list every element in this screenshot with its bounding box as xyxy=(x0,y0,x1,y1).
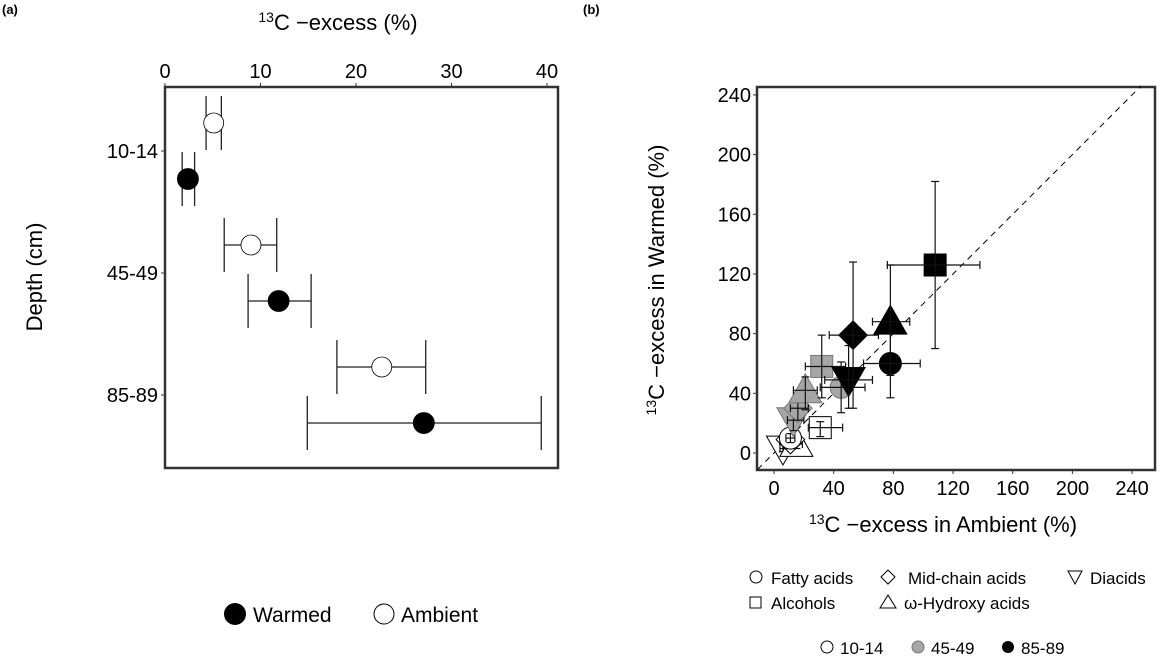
panel-b-point-square-10-14 xyxy=(807,416,844,440)
panel-b-y-tick-label: 240 xyxy=(718,85,751,107)
legend-alcohols-label: Alcohols xyxy=(771,594,835,613)
legend-fatty-acids-label: Fatty acids xyxy=(771,569,853,588)
panel-a-label: (a) xyxy=(2,2,18,17)
panel-a-y-tick-label: 10-14 xyxy=(107,141,158,163)
panel-b-y-axis-title: 13C −excess in Warmed (%) xyxy=(643,145,669,416)
panel-b-x-tick-label: 0 xyxy=(768,478,779,500)
panel-a-marker xyxy=(267,290,290,312)
panel-b-y-tick-label: 200 xyxy=(718,145,751,167)
panel-b-point-triangle-up-85-89 xyxy=(871,264,911,377)
panel-a-marker xyxy=(412,412,435,434)
one-to-one-reference-line xyxy=(757,85,1142,470)
panel-a-y-tick-label: 45-49 xyxy=(107,263,158,285)
panel-b-point-circle-85-89 xyxy=(862,327,921,399)
panel-a-point-ambient-85-89 xyxy=(336,340,427,394)
panel-b-x-axis-title: 13C −excess in Ambient (%) xyxy=(809,511,1077,537)
panel-a-plot-frame xyxy=(163,85,560,470)
panel-a-point-ambient-45-49 xyxy=(223,218,278,272)
panel-b-plot-frame xyxy=(755,85,1157,472)
panel-b-y-axis-title-text: C −excess in Warmed (%) xyxy=(644,145,669,400)
panel-b-x-tick-label: 200 xyxy=(1056,478,1089,500)
legend-fatty-acids-icon xyxy=(749,570,763,584)
panel-a-x-tick-label: 10 xyxy=(249,61,271,83)
panel-a-x-tick-label: 40 xyxy=(536,61,558,83)
legend-depth-45-49-icon xyxy=(911,640,925,654)
panel-b-class-legend: Fatty acids Mid-chain acids Diacids Alco… xyxy=(749,569,1146,613)
panel-b-point-diamond-85-89 xyxy=(828,261,880,409)
legend-depth-10-14-label: 10-14 xyxy=(840,639,883,658)
panel-b-y-axis-title-superscript: 13 xyxy=(643,400,659,416)
panel-a-marker xyxy=(203,112,225,134)
panel-b-depth-legend: 10-14 45-49 85-89 xyxy=(820,639,1064,658)
panel-a-point-ambient-10-14 xyxy=(203,96,225,150)
panel-a-y-axis-title: Depth (cm) xyxy=(22,223,47,332)
panel-a-x-tick-label: 0 xyxy=(159,61,170,83)
panel-b-x-axis-title-text: C −excess in Ambient (%) xyxy=(825,512,1077,537)
panel-a-x-tick-label: 20 xyxy=(345,61,367,83)
panel-b-x-tick-label: 240 xyxy=(1115,478,1148,500)
legend-alcohols-icon xyxy=(749,596,762,609)
legend-diacids-icon xyxy=(1067,570,1083,586)
legend-depth-45-49-label: 45-49 xyxy=(931,639,974,658)
panel-a-marker xyxy=(177,168,199,190)
legend-omega-hydroxy-acids-icon xyxy=(879,594,897,609)
legend-depth-85-89-label: 85-89 xyxy=(1021,639,1064,658)
panel-b-y-tick-label: 0 xyxy=(740,443,751,465)
panel-b-y-tick-label: 40 xyxy=(729,383,751,405)
legend-ambient-label: Ambient xyxy=(401,604,478,627)
panel-b-point-square-45-49 xyxy=(804,334,847,399)
panel-a-point-warmed-85-89 xyxy=(306,396,542,450)
panel-a-x-axis-title-text: C −excess (%) xyxy=(274,10,418,35)
panel-a-marker xyxy=(240,234,262,256)
panel-b-x-tick-label: 40 xyxy=(823,478,845,500)
panel-b-point-square-85-89 xyxy=(886,180,981,350)
panel-a-x-axis-title-superscript: 13 xyxy=(258,9,274,25)
panel-b-x-axis-title-superscript: 13 xyxy=(809,511,825,527)
legend-warmed-label: Warmed xyxy=(253,604,332,627)
legend-mid-chain-acids-label: Mid-chain acids xyxy=(908,569,1026,588)
panel-b-point-triangle-up-45-49 xyxy=(787,372,823,411)
legend-mid-chain-acids-icon xyxy=(880,569,896,585)
panel-b-x-tick-label: 80 xyxy=(882,478,904,500)
panel-a-legend: Warmed Ambient xyxy=(224,603,478,627)
legend-diacids-label: Diacids xyxy=(1090,569,1146,588)
panel-a-chart: 13C −excess (%) Depth (cm) 0 10 20 30 40 10-… xyxy=(22,9,560,627)
legend-depth-10-14-icon xyxy=(820,640,834,654)
panel-b-y-tick-label: 80 xyxy=(729,324,751,346)
panel-a-marker xyxy=(371,356,393,378)
legend-omega-hydroxy-acids-label: ω-Hydroxy acids xyxy=(904,594,1030,613)
panel-b-x-tick-label: 160 xyxy=(996,478,1029,500)
panel-a-x-axis-title: 13C −excess (%) xyxy=(258,9,417,35)
panel-a-point-warmed-45-49 xyxy=(247,274,312,328)
legend-depth-85-89-icon xyxy=(1002,641,1014,653)
panel-b-x-tick-label: 120 xyxy=(936,478,969,500)
panel-a-point-warmed-10-14 xyxy=(177,152,199,206)
panel-b-y-tick-label: 120 xyxy=(718,264,751,286)
panel-b-y-tick-label: 160 xyxy=(718,204,751,226)
legend-ambient-marker xyxy=(373,603,395,625)
panel-a-x-tick-label: 30 xyxy=(440,61,462,83)
legend-warmed-marker xyxy=(224,603,246,625)
panel-b-label: (b) xyxy=(583,2,600,17)
panel-a-y-tick-label: 85-89 xyxy=(107,385,158,407)
